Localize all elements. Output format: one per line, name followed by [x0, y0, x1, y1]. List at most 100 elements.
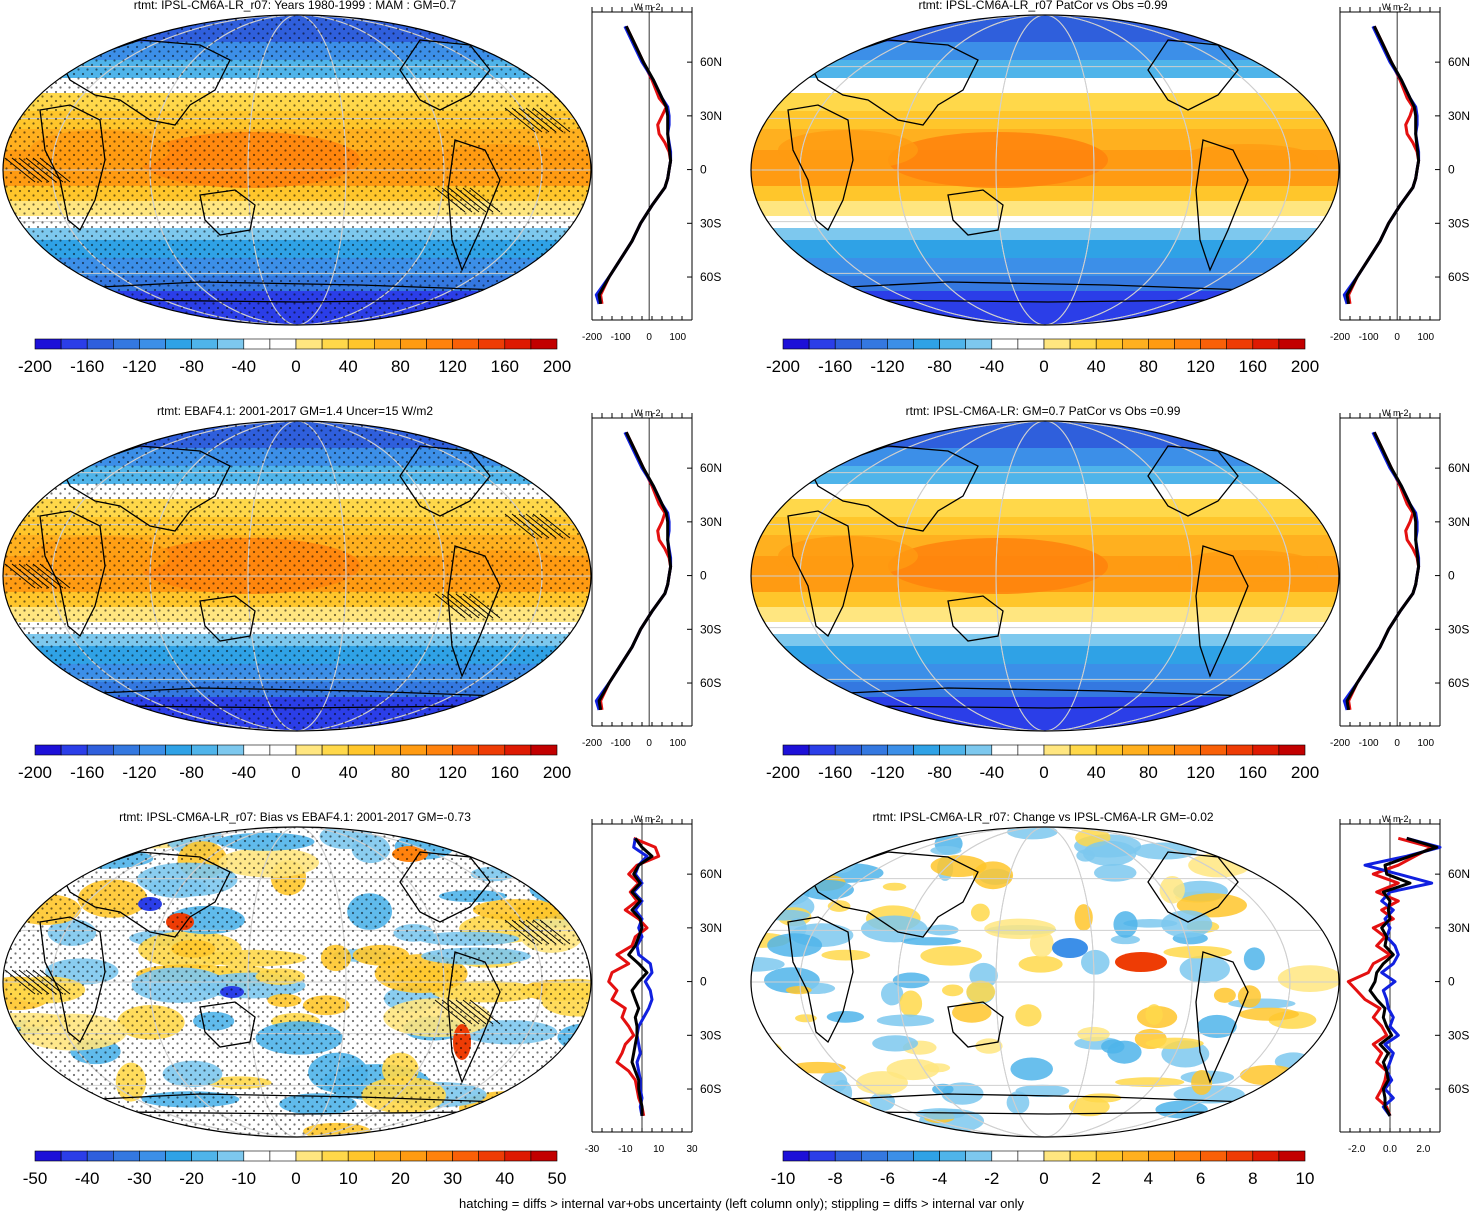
map	[3, 421, 591, 731]
profile-x-label: -2.0	[1348, 1144, 1366, 1155]
profile-lat-label: 0	[700, 163, 707, 177]
colorbar-tick-label: 80	[1139, 763, 1158, 782]
colorbar-swatch	[243, 744, 271, 756]
profile-series-black	[1345, 25, 1421, 305]
panel-svg: -10 -8 -6 -4 -2 0 2 4 6 8 10 W m-2 60N 30N 0 30S 60S -2.0…	[750, 814, 1470, 1188]
colorbar-tick-label: -160	[818, 357, 852, 376]
profile-series-red	[599, 431, 673, 711]
colorbar-swatch	[1121, 744, 1149, 756]
profile-unit: W m-2	[1382, 408, 1409, 418]
profile-lat-label: 60N	[700, 55, 722, 69]
profile-series-red	[1347, 25, 1421, 305]
colorbar-swatch	[1148, 744, 1175, 756]
colorbar: -200 -160 -120 -80 -40 0 40 80 120 160 200	[766, 744, 1319, 782]
colorbar-swatch	[1095, 744, 1123, 756]
profile-x-label: 0	[1394, 738, 1400, 749]
colorbar-swatch	[426, 1150, 453, 1162]
colorbar-tick-label: 40	[339, 763, 358, 782]
colorbar-swatch	[452, 1150, 480, 1162]
colorbar-swatch	[34, 1150, 62, 1162]
colorbar-tick-label: 160	[491, 357, 519, 376]
colorbar-swatch	[991, 1150, 1019, 1162]
colorbar-tick-label: -40	[75, 1169, 100, 1188]
colorbar-swatch	[139, 1150, 166, 1162]
colorbar-swatch	[1174, 1150, 1201, 1162]
colorbar-tick-label: -10	[232, 1169, 257, 1188]
colorbar: -10 -8 -6 -4 -2 0 2 4 6 8 10	[771, 1150, 1314, 1188]
colorbar-tick-label: 20	[391, 1169, 410, 1188]
colorbar-tick-label: 200	[543, 357, 571, 376]
colorbar-tick-label: -10	[771, 1169, 796, 1188]
colorbar-swatch	[347, 744, 375, 756]
colorbar-swatch	[1121, 338, 1149, 350]
zonal-profile: W m-2 60N 30N 0 30S 60S -200 -100 0 100	[1330, 408, 1470, 749]
profile-lat-label: 30S	[700, 216, 721, 230]
colorbar-swatch	[530, 1150, 558, 1162]
colorbar-swatch	[782, 338, 810, 350]
colorbar-swatch	[1200, 744, 1228, 756]
colorbar-swatch	[808, 1150, 836, 1162]
colorbar-tick-label: 50	[548, 1169, 567, 1188]
profile-lat-label: 30N	[1448, 109, 1470, 123]
map-border	[750, 420, 1340, 732]
colorbar-tick-label: -40	[232, 357, 257, 376]
colorbar-tick-label: -160	[70, 357, 104, 376]
colorbar-swatch	[1226, 744, 1254, 756]
colorbar-swatch	[86, 744, 114, 756]
colorbar-swatch	[965, 1150, 993, 1162]
colorbar-swatch	[60, 338, 88, 350]
colorbar-swatch	[861, 744, 888, 756]
colorbar-tick-label: 160	[1239, 763, 1267, 782]
map-border	[2, 420, 592, 732]
colorbar-swatch	[887, 338, 914, 350]
profile-series-red	[607, 836, 661, 1117]
zonal-profile: W m-2 60N 30N 0 30S 60S -2.0 0.0 2.0	[1339, 814, 1470, 1155]
colorbar-tick-label: -160	[70, 763, 104, 782]
panel-title: rtmt: IPSL-CM6A-LR_r07: Years 1980-1999 …	[133, 0, 457, 12]
profile-series-black	[597, 25, 673, 305]
profile-lat-label: 60S	[700, 270, 721, 284]
colorbar-swatch	[86, 338, 114, 350]
colorbar-tick-label: -8	[828, 1169, 843, 1188]
colorbar-swatch	[478, 744, 506, 756]
profile-series-black	[597, 431, 673, 711]
colorbar-tick-label: -40	[232, 763, 257, 782]
colorbar-tick-label: -30	[127, 1169, 152, 1188]
panel-title: rtmt: EBAF4.1: 2001-2017 GM=1.4 Uncer=15…	[156, 404, 434, 418]
colorbar-swatch	[295, 338, 323, 350]
colorbar-swatch	[113, 1150, 140, 1162]
zonal-profile: W m-2 60N 30N 0 30S 60S -200 -100 0 100	[582, 408, 722, 749]
colorbar-swatch	[1069, 1150, 1097, 1162]
profile-x-label: -100	[1359, 332, 1379, 343]
profile-x-label: -200	[1330, 332, 1350, 343]
colorbar-tick-label: -6	[880, 1169, 895, 1188]
colorbar-tick-label: 4	[1144, 1169, 1153, 1188]
colorbar-swatch	[426, 338, 453, 350]
colorbar-tick-label: -200	[18, 357, 52, 376]
colorbar-swatch	[165, 338, 192, 350]
colorbar-swatch	[191, 744, 219, 756]
colorbar-swatch	[321, 744, 349, 756]
colorbar-swatch	[400, 1150, 427, 1162]
profile-lat-label: 30S	[1448, 1028, 1469, 1042]
colorbar-tick-label: 160	[491, 763, 519, 782]
colorbar-swatch	[1174, 744, 1201, 756]
colorbar-tick-label: 200	[1291, 763, 1319, 782]
panel-3: rtmt: EBAF4.1: 2001-2017 GM=1.4 Uncer=15…	[0, 404, 735, 806]
colorbar-swatch	[1148, 338, 1175, 350]
colorbar-swatch	[808, 338, 836, 350]
colorbar-tick-label: -40	[980, 357, 1005, 376]
colorbar-swatch	[34, 338, 62, 350]
panel-5: rtmt: IPSL-CM6A-LR_r07: Bias vs EBAF4.1:…	[0, 810, 735, 1212]
colorbar-swatch	[113, 338, 140, 350]
colorbar-swatch	[321, 338, 349, 350]
colorbar-swatch	[834, 744, 862, 756]
profile-lat-label: 60S	[1448, 676, 1469, 690]
colorbar-swatch	[1174, 338, 1201, 350]
profile-series-red	[1347, 431, 1421, 711]
colorbar-swatch	[1017, 1150, 1045, 1162]
colorbar-tick-label: 40	[495, 1169, 514, 1188]
colorbar-tick-label: 0	[291, 1169, 300, 1188]
colorbar-swatch	[939, 1150, 967, 1162]
colorbar-swatch	[1252, 338, 1280, 350]
